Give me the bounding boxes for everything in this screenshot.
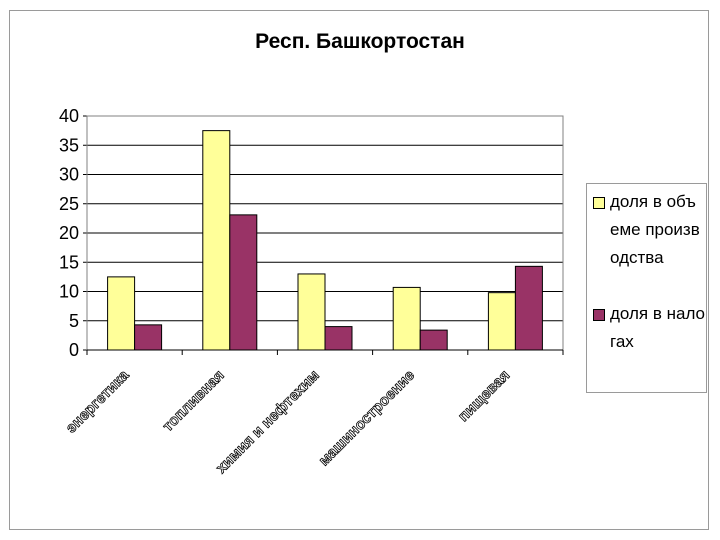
bar-production xyxy=(202,130,231,351)
bar-taxes xyxy=(324,326,353,351)
legend-label-taxes: доля в налогах xyxy=(610,304,706,351)
y-tick-label: 10 xyxy=(59,282,79,302)
y-tick-label: 15 xyxy=(59,252,79,272)
y-tick-label: 25 xyxy=(59,194,79,214)
y-tick-label: 30 xyxy=(59,165,79,185)
bar-production xyxy=(107,276,136,351)
x-tick-label: машиностроение xyxy=(316,367,419,470)
bar-taxes xyxy=(514,265,543,351)
bar-taxes xyxy=(419,329,448,351)
x-tick-label: пищевая xyxy=(455,367,513,425)
x-tick-label: химия и нефтехим xyxy=(213,367,323,477)
x-tick-label: топливная xyxy=(159,367,227,435)
y-tick-label: 5 xyxy=(69,311,79,331)
legend-item-production: доля в объеме производства xyxy=(593,188,705,272)
legend-item-taxes: доля в налогах xyxy=(593,300,705,356)
x-tick-label: энергетика xyxy=(63,366,133,436)
bar-production xyxy=(392,286,421,351)
y-tick-label: 0 xyxy=(69,340,79,360)
y-tick-label: 35 xyxy=(59,135,79,155)
legend-swatch-taxes xyxy=(593,309,605,321)
legend: доля в объеме производства доля в налога… xyxy=(586,183,707,393)
y-tick-label: 40 xyxy=(59,106,79,126)
bar-production xyxy=(297,273,326,351)
bar-taxes xyxy=(229,214,258,351)
legend-swatch-production xyxy=(593,197,605,209)
chart-title: Респ. Башкортостан xyxy=(255,30,465,53)
y-tick-label: 20 xyxy=(59,223,79,243)
bar-taxes xyxy=(134,324,163,351)
bar-production xyxy=(487,292,516,351)
legend-label-production: доля в объеме производства xyxy=(610,192,700,267)
